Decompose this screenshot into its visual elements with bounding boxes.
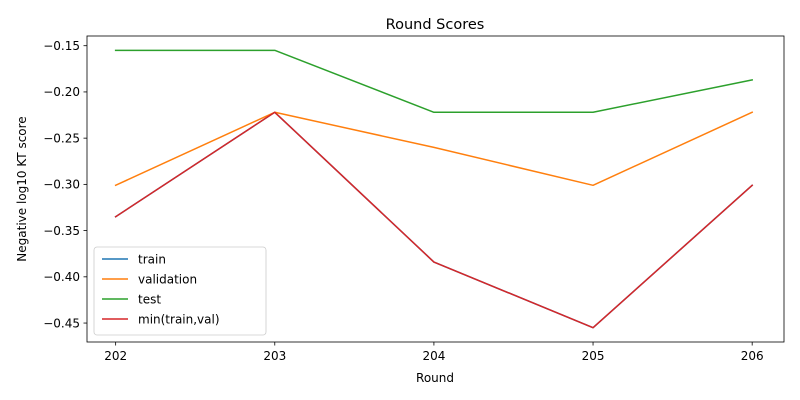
x-axis-label: Round: [416, 371, 454, 385]
plot-frame: [86, 35, 785, 343]
series-layer: [114, 49, 754, 329]
series-line-4: [114, 111, 754, 329]
y-tick-label: −0.15: [43, 39, 80, 53]
y-tick-label: −0.40: [43, 270, 80, 284]
series-line-3: [114, 49, 754, 114]
y-tick-label: −0.30: [43, 178, 80, 192]
x-axis: 202 203 204 205 206: [104, 342, 764, 363]
y-tick-label: −0.45: [43, 316, 80, 330]
x-tick-label: 204: [422, 349, 445, 363]
y-tick-label: −0.20: [43, 85, 80, 99]
legend-box: [93, 246, 267, 336]
plot-area: [86, 35, 785, 343]
series-line-2: [114, 111, 754, 187]
legend-label-1: train: [138, 252, 166, 266]
y-axis: −0.45 −0.40 −0.35 −0.30 −0.25 −0.20 −0.15: [43, 39, 87, 330]
x-tick-label: 203: [263, 349, 286, 363]
legend-label-2: validation: [138, 272, 197, 286]
legend-label-3: test: [138, 292, 161, 306]
x-tick-label: 205: [582, 349, 605, 363]
legend-items: train validation test min(train,val): [102, 252, 220, 326]
y-tick-label: −0.35: [43, 224, 80, 238]
chart-title: Round Scores: [386, 17, 485, 33]
legend: train validation test min(train,val): [93, 246, 267, 336]
x-tick-label: 206: [741, 349, 764, 363]
y-axis-label: Negative log10 KT score: [15, 116, 29, 261]
y-tick-label: −0.25: [43, 131, 80, 145]
x-tick-label: 202: [104, 349, 127, 363]
legend-label-4: min(train,val): [138, 312, 220, 326]
